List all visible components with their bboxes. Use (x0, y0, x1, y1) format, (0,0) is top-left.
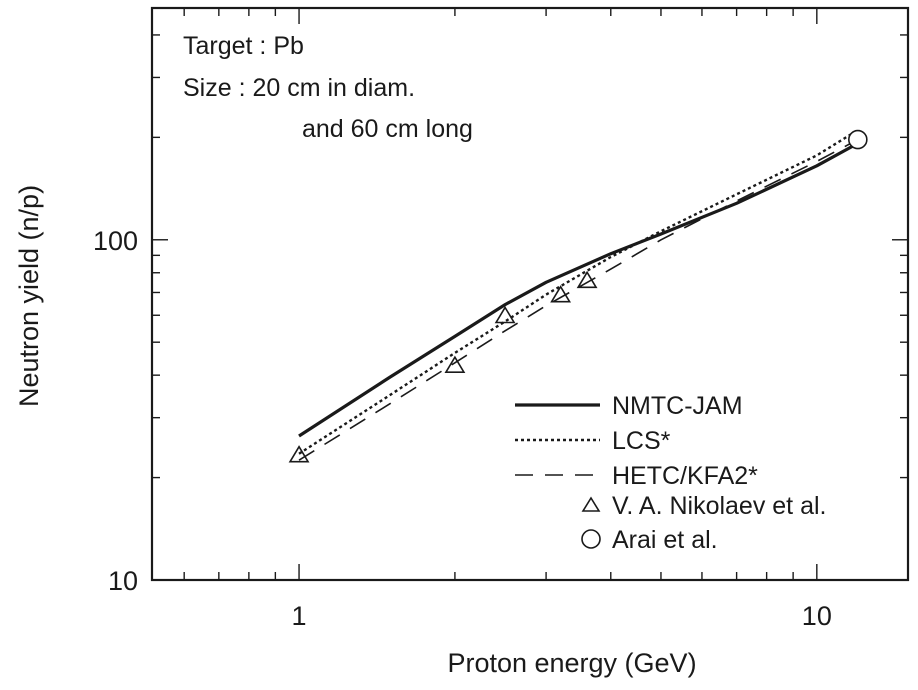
legend: NMTC-JAM LCS* HETC/KFA2* V. A. Nikolaev … (515, 392, 826, 554)
plot-frame (150, 6, 910, 582)
series-layer (288, 129, 868, 463)
triangle-marker (550, 285, 572, 303)
x-tick-label: 10 (802, 601, 832, 631)
legend-entry-nikolaev: V. A. Nikolaev et al. (581, 492, 826, 520)
legend-label: V. A. Nikolaev et al. (612, 492, 826, 520)
series-line-1 (298, 129, 859, 455)
tick-labels: 1 10 10 100 (93, 226, 832, 631)
y-axis-label: Neutron yield (n/p) (14, 185, 44, 407)
triangle-marker (444, 355, 466, 374)
x-axis-label: Proton energy (GeV) (447, 648, 696, 678)
axis-ticks (152, 8, 908, 581)
y-tick-label: 10 (108, 566, 138, 596)
legend-label: NMTC-JAM (612, 392, 743, 420)
annotation-size: Size : 20 cm in diam. (183, 74, 415, 102)
legend-entry-lcs: LCS* (515, 427, 671, 455)
triangle-marker (288, 445, 310, 463)
annotation-target: Target : Pb (183, 32, 304, 60)
y-tick-label: 100 (93, 226, 138, 256)
legend-label: LCS* (612, 427, 671, 455)
series-line-0 (298, 141, 859, 438)
annotation-box: Target : Pb Size : 20 cm in diam. and 60… (183, 32, 473, 143)
legend-entry-arai: Arai et al. (581, 526, 718, 554)
legend-label: Arai et al. (612, 526, 718, 554)
circle-marker (848, 129, 868, 150)
legend-label: HETC/KFA2* (612, 462, 758, 490)
circle-icon (581, 529, 601, 549)
legend-entry-nmtc-jam: NMTC-JAM (515, 392, 743, 420)
legend-entry-hetc-kfa2: HETC/KFA2* (515, 462, 758, 490)
annotation-length: and 60 cm long (302, 115, 473, 143)
triangle-icon (581, 496, 601, 512)
triangle-marker (576, 270, 598, 289)
x-tick-label: 1 (292, 601, 307, 631)
series-line-2 (298, 138, 859, 461)
triangle-marker (494, 305, 516, 324)
